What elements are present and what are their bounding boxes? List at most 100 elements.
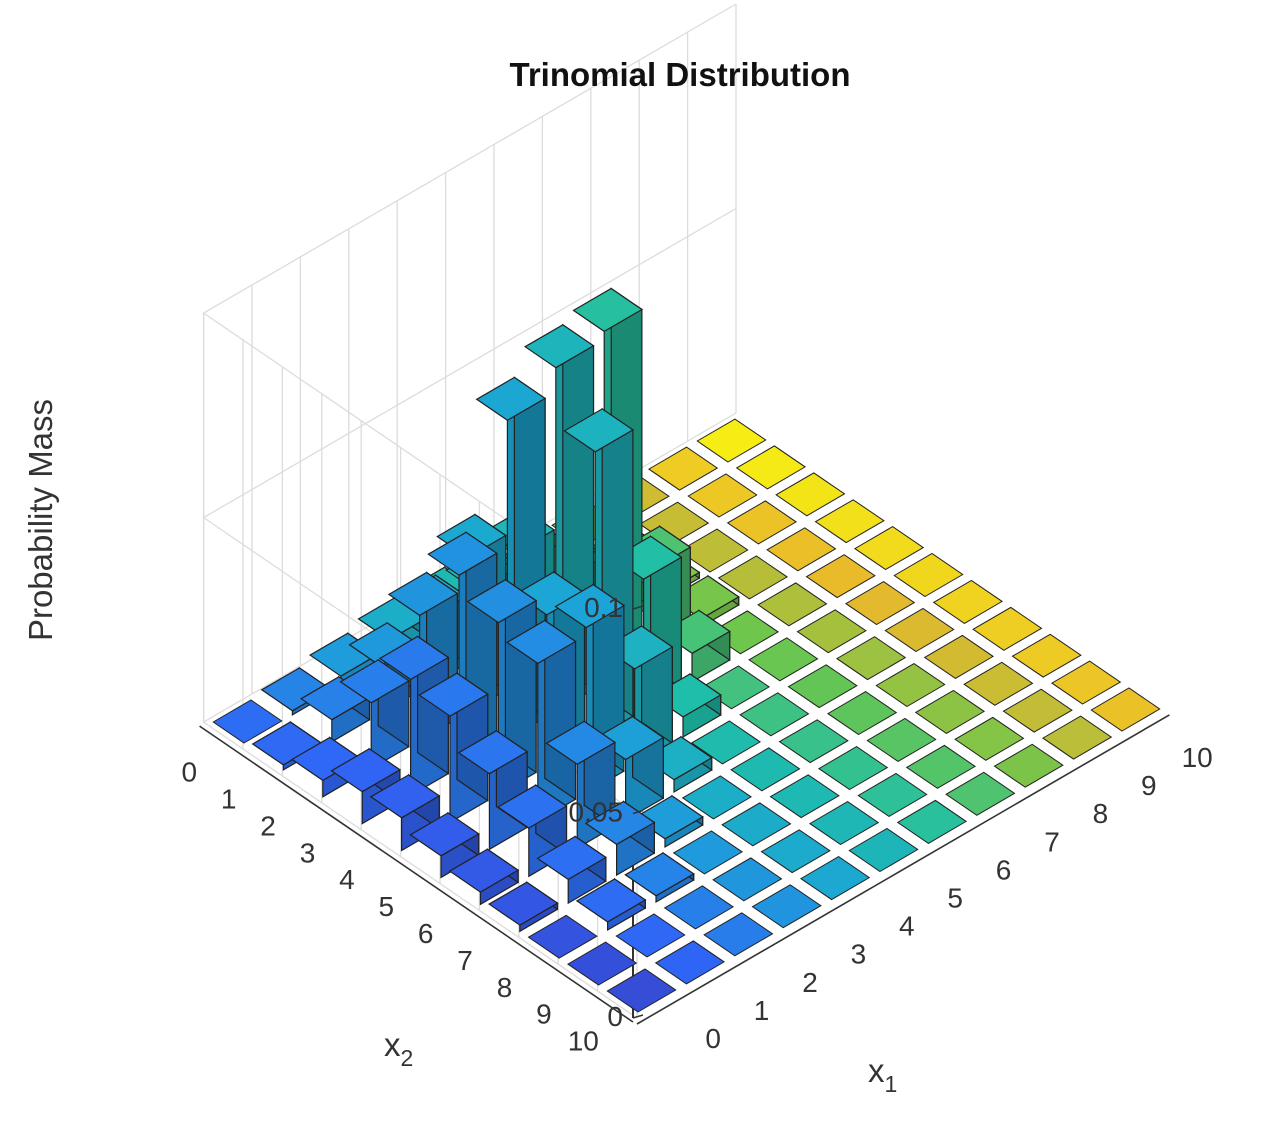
- bar-top: [896, 799, 968, 844]
- bar-top: [575, 878, 647, 923]
- bar-top: [835, 636, 907, 681]
- bar-top: [457, 730, 529, 775]
- bar-x1-7-x2-10: [945, 771, 1016, 816]
- bar-x1-10-x2-8: [1011, 633, 1082, 678]
- bar-x1-9-x2-1: [687, 473, 758, 518]
- bar-top: [993, 743, 1064, 788]
- bar-x1-10-x2-9: [1050, 660, 1122, 705]
- bar-top: [717, 555, 789, 600]
- bar-top: [487, 881, 559, 926]
- bar-x1-4-x2-7: [681, 775, 753, 820]
- x1-axis-label-base: x: [868, 1052, 885, 1089]
- x2-tick-label: 7: [457, 945, 473, 976]
- z-tick-label: 0: [607, 1001, 623, 1032]
- bar-x1-4-x2-10: [799, 856, 871, 901]
- bar-top: [972, 606, 1043, 651]
- bar-x1-0-x2-5: [409, 811, 480, 879]
- bar-top: [726, 500, 798, 545]
- bar-top: [748, 637, 819, 682]
- bar-x1-9-x2-5: [844, 581, 916, 626]
- bar-top: [769, 774, 840, 819]
- bar-top: [730, 747, 801, 792]
- bar-top: [615, 913, 686, 958]
- bar-top: [923, 634, 995, 679]
- bar-x1-9-x2-9: [1002, 688, 1073, 733]
- z-tick-mark: [632, 605, 644, 610]
- bar-top: [857, 772, 928, 817]
- bar-x1-2-x2-5: [505, 619, 577, 823]
- x1-tick-label: 0: [705, 1023, 721, 1054]
- bar-x1-9-x2-4: [805, 554, 876, 599]
- x2-tick-label: 8: [497, 972, 513, 1003]
- bar-x1-6-x2-4: [660, 609, 731, 683]
- bar-top: [875, 663, 946, 708]
- x2-tick-label: 2: [260, 810, 276, 841]
- bar-x1-10-x2-5: [893, 552, 964, 598]
- bar-x1-9-x2-6: [884, 607, 955, 653]
- bar-x1-5-x2-7: [730, 747, 801, 792]
- x2-tick-label: 0: [182, 757, 198, 788]
- x1-axis-line: [636, 714, 1170, 1025]
- x1-tick-label: 6: [996, 854, 1012, 885]
- bar-top: [212, 699, 283, 744]
- bar-x1-8-x2-9: [954, 716, 1025, 761]
- bar-top: [893, 552, 964, 598]
- x2-tick-label: 4: [339, 864, 355, 895]
- bar-top: [572, 287, 644, 333]
- bar-x1-6-x2-6: [739, 692, 810, 737]
- bar-top: [566, 941, 638, 986]
- bar-top: [1002, 688, 1073, 733]
- bar-top: [914, 689, 986, 734]
- bar-top: [963, 661, 1034, 706]
- bar-top: [527, 914, 598, 959]
- bar-x1-7-x2-7: [826, 691, 898, 736]
- bar-x1-2-x2-8: [624, 851, 695, 904]
- bar-x1-5-x2-8: [769, 774, 840, 819]
- bar-x1-6-x2-9: [857, 772, 928, 817]
- bar-top: [826, 691, 898, 736]
- x1-tick-label: 10: [1182, 742, 1213, 773]
- bar-x1-1-x2-4: [418, 672, 489, 824]
- bar-top: [330, 748, 402, 793]
- bar-x1-9-x2-3: [766, 527, 837, 572]
- bar-top: [536, 835, 608, 881]
- bar-x1-0-x2-7: [487, 881, 559, 933]
- x1-axis-label-sub: 1: [885, 1071, 898, 1097]
- bar-x1-7-x2-8: [866, 717, 937, 762]
- x1-tick-label: 9: [1141, 770, 1157, 801]
- bar-top: [1050, 660, 1122, 705]
- x1-axis-label: x1: [868, 1052, 897, 1097]
- x1-tick-label: 4: [899, 911, 915, 942]
- bar-top: [721, 802, 792, 847]
- bar-x1-8-x2-6: [835, 636, 907, 681]
- x2-tick-label: 5: [379, 891, 395, 922]
- bar-x1-0-x2-9: [566, 941, 638, 986]
- x2-tick-label: 9: [536, 999, 552, 1030]
- bar-top: [475, 376, 547, 422]
- bar-top: [739, 692, 810, 737]
- bar-x1-10-x2-6: [932, 579, 1004, 624]
- x1-tick-label: 2: [802, 967, 818, 998]
- bar-top: [844, 581, 916, 626]
- bar-top: [757, 582, 828, 627]
- z-tick-label: 0.1: [584, 592, 623, 623]
- bar-x1-1-x2-7: [536, 835, 608, 905]
- bar-x1-8-x2-3: [717, 555, 789, 600]
- bar-top: [1041, 715, 1113, 760]
- bar-top: [654, 940, 726, 985]
- bar-top: [496, 784, 568, 829]
- bar-x1-9-x2-7: [923, 634, 995, 679]
- bar-x1-10-x2-0: [696, 418, 767, 463]
- x2-tick-label: 1: [221, 784, 237, 815]
- x1-tick-label: 8: [1093, 798, 1109, 829]
- bar-x1-9-x2-0: [647, 446, 719, 491]
- bar-top: [703, 912, 774, 957]
- z-axis-label: Probability Mass: [22, 399, 59, 641]
- bar-top: [760, 829, 831, 874]
- bar-x1-3-x2-10: [751, 884, 822, 929]
- bar-x1-6-x2-8: [817, 746, 889, 791]
- bar-top: [554, 583, 626, 629]
- grid-line-horizontal: [202, 3, 737, 610]
- bar-x1-10-x2-7: [972, 606, 1043, 651]
- bar-x1-6-x2-10: [896, 799, 968, 844]
